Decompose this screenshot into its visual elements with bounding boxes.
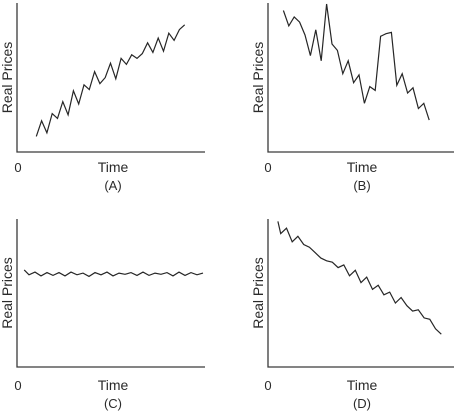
x-axis-label-a: Time: [98, 159, 129, 175]
panel-b: Real Prices 0 Time (B): [250, 3, 454, 193]
axes-c: [16, 219, 205, 368]
y-axis-label-d: Real Prices: [250, 257, 266, 329]
panel-label-d: (D): [353, 396, 371, 411]
axes-d: [267, 219, 454, 368]
axes-a: [16, 3, 205, 153]
price-series-line-a: [35, 24, 186, 137]
y-axis-label-b: Real Prices: [250, 42, 266, 114]
x-axis-label-c: Time: [98, 377, 129, 393]
x-axis-label-b: Time: [347, 159, 378, 175]
price-series-line-d: [277, 221, 442, 335]
x-axis-label-d: Time: [347, 377, 378, 393]
origin-label-c: 0: [14, 378, 21, 393]
y-axis-label-a: Real Prices: [0, 42, 15, 114]
y-axis-label-c: Real Prices: [0, 257, 15, 329]
origin-label-a: 0: [14, 160, 21, 175]
panel-c: Real Prices 0 Time (C): [0, 219, 205, 411]
axes-b: [267, 3, 454, 153]
panel-a: Real Prices 0 Time (A): [0, 3, 205, 193]
panel-label-b: (B): [353, 178, 370, 193]
panel-label-a: (A): [104, 178, 121, 193]
panel-label-c: (C): [104, 396, 122, 411]
origin-label-b: 0: [264, 160, 271, 175]
price-series-line-c: [23, 269, 204, 278]
price-series-line-b: [282, 3, 430, 121]
origin-label-d: 0: [264, 378, 271, 393]
panel-d: Real Prices 0 Time (D): [250, 219, 454, 411]
